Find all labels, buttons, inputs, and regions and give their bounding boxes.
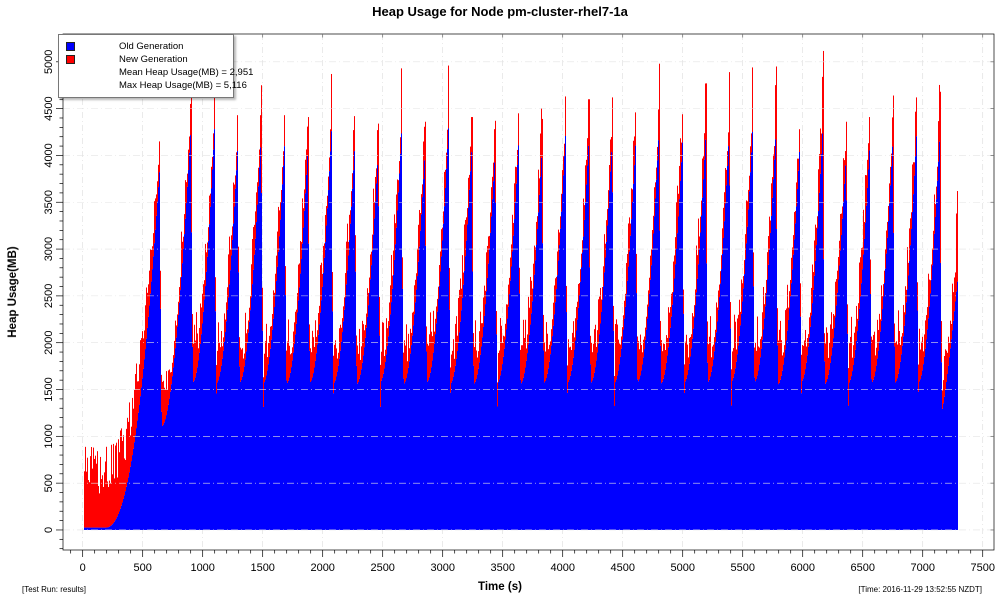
max-heap-usage-text: Max Heap Usage(MB) = 5,116 xyxy=(119,80,247,91)
x-axis-title: Time (s) xyxy=(478,581,522,593)
timestamp-label: [Time: 2016-11-29 13:52:55 NZDT] xyxy=(858,585,982,594)
legend-stat-mean-heap: Mean Heap Usage(MB) = 2,951 xyxy=(59,66,253,79)
legend-label-new-generation: New Generation xyxy=(119,54,188,65)
chart-title: Heap Usage for Node pm-cluster-rhel7-1a xyxy=(372,4,628,19)
old-generation-swatch-icon xyxy=(66,42,75,51)
legend-item-old-generation: Old Generation xyxy=(59,40,229,53)
legend-stat-max-heap: Max Heap Usage(MB) = 5,116 xyxy=(59,79,247,92)
legend-box: Old Generation New Generation Mean Heap … xyxy=(58,34,253,98)
test-run-label: [Test Run: results] xyxy=(22,585,87,594)
legend-item-new-generation: New Generation xyxy=(59,53,229,66)
new-generation-swatch-icon xyxy=(66,55,75,64)
y-axis-title: Heap Usage(MB) xyxy=(7,246,19,338)
mean-heap-usage-text: Mean Heap Usage(MB) = 2,951 xyxy=(119,67,254,78)
legend-label-old-generation: Old Generation xyxy=(119,41,184,52)
